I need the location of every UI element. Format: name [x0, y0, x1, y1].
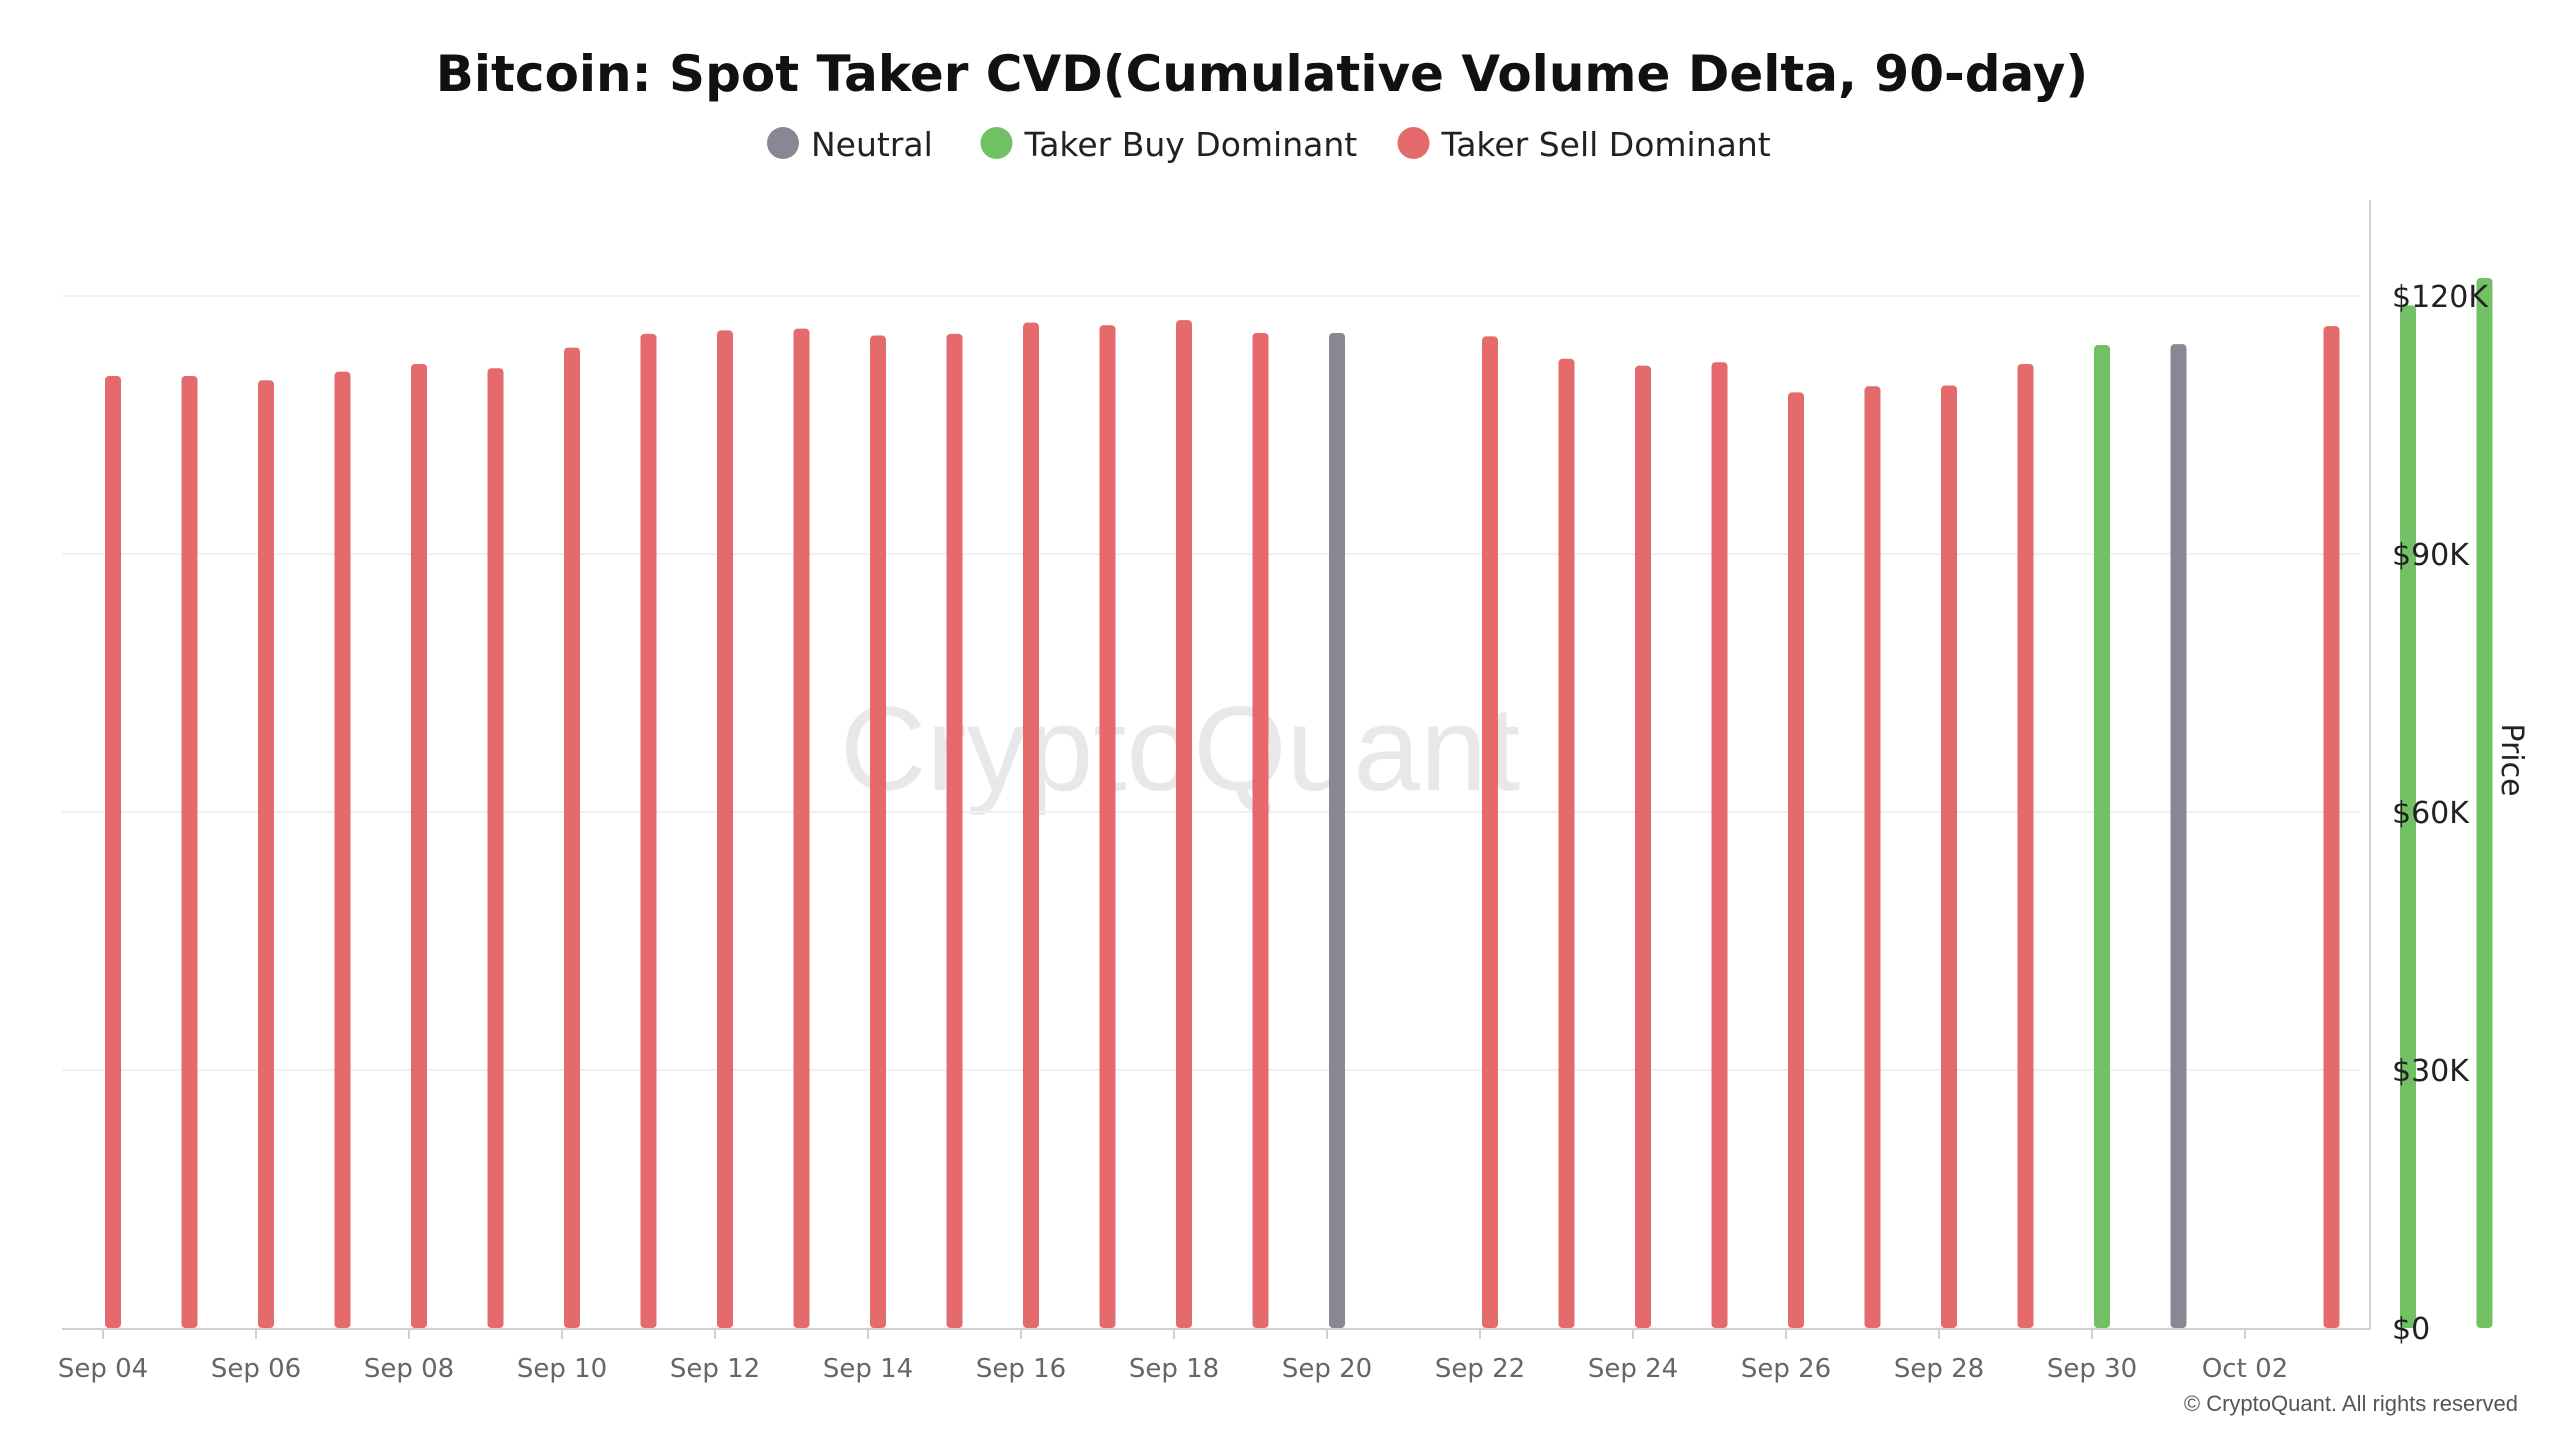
bar-sell[interactable]: Sep 24: 111900 — [1635, 365, 1651, 1328]
bar-sell[interactable]: Sep 25: 112300 — [1711, 362, 1728, 1329]
bar-sell[interactable]: Oct 03: 116500 — [2323, 326, 2340, 1329]
legend: Neutral Taker Buy Dominant Taker Sell Domi… — [767, 125, 1771, 164]
bar-sell[interactable]: Sep 22: 115300 — [1482, 336, 1498, 1328]
bar-sell[interactable]: Sep 12: 116000 — [717, 330, 733, 1328]
y-tick-label: $90K — [2392, 538, 2470, 573]
bar-sell[interactable]: Sep 19: 115700 — [1252, 332, 1269, 1329]
x-tick-label: Sep 20 — [1282, 1354, 1372, 1384]
bar-sell[interactable]: Sep 15: 115600 — [946, 333, 963, 1329]
gridlines — [62, 295, 2360, 1071]
x-tick-label: Oct 02 — [2202, 1354, 2288, 1384]
x-tick-label: Sep 18 — [1129, 1354, 1219, 1384]
x-tick-label: Sep 16 — [976, 1354, 1066, 1384]
y-tick-label: $0 — [2392, 1312, 2430, 1347]
bar-sell[interactable]: Sep 11: 115600 — [640, 333, 657, 1329]
x-tick-label: Sep 22 — [1435, 1354, 1525, 1384]
legend-item-sell[interactable]: Taker Sell Dominant — [1397, 125, 1771, 164]
bar-sell[interactable]: Sep 26: 108800 — [1788, 392, 1804, 1328]
y-tick-label: $60K — [2392, 796, 2470, 831]
bar-sell[interactable]: Sep 04: 110700 — [105, 375, 121, 1329]
bar-sell[interactable]: Sep 29: 112100 — [2017, 363, 2034, 1328]
legend-dot-buy — [980, 127, 1013, 159]
bar-sell[interactable]: Sep 17: 116600 — [1099, 325, 1116, 1328]
bar-sell[interactable]: Sep 10: 114000 — [564, 347, 580, 1329]
legend-label: Taker Sell Dominant — [1441, 125, 1771, 164]
x-tick-label: Sep 10 — [517, 1354, 607, 1384]
bar-sell[interactable]: Sep 09: 111600 — [487, 368, 504, 1328]
copyright-credit: © CryptoQuant. All rights reserved — [2184, 1391, 2518, 1416]
legend-dot-neutral — [767, 127, 799, 159]
x-tick-label: Sep 04 — [58, 1354, 148, 1384]
x-tick-label: Sep 30 — [2047, 1354, 2137, 1384]
bar-sell[interactable]: Sep 07: 111200 — [334, 371, 351, 1328]
y-tick-label: $30K — [2392, 1054, 2470, 1089]
x-tick-label: Sep 06 — [211, 1354, 301, 1384]
bar-sell[interactable]: Sep 14: 115400 — [870, 335, 886, 1328]
y-axis-title: Price — [2494, 723, 2529, 796]
x-tick-label: Sep 26 — [1741, 1354, 1831, 1384]
bar-buy[interactable]: Oct 04: 118900 — [2400, 305, 2416, 1329]
bar-sell[interactable]: Sep 16: 116900 — [1023, 322, 1039, 1328]
chart-title: Bitcoin: Spot Taker CVD(Cumulative Volum… — [436, 45, 2088, 103]
legend-label: Neutral — [811, 125, 933, 164]
bar-neutral[interactable]: Oct 01: 114400 — [2170, 344, 2187, 1328]
axes: $0 $30K $60K $90K $120K Sep 04 Sep 06 Sep 08 Sep… — [58, 200, 2489, 1384]
y-tick-label: $120K — [2392, 280, 2489, 315]
x-tick-label: Sep 28 — [1894, 1354, 1984, 1384]
bar-sell[interactable]: Sep 28: 109600 — [1941, 385, 1957, 1328]
legend-label: Taker Buy Dominant — [1024, 125, 1358, 164]
bar-sell[interactable]: Sep 13: 116200 — [793, 328, 810, 1328]
bar-sell[interactable]: Sep 27: 109500 — [1864, 386, 1881, 1328]
bar-sell[interactable]: Sep 18: 117200 — [1176, 320, 1192, 1329]
bar-buy[interactable]: Oct 05: 122100 — [2476, 277, 2493, 1329]
x-tick-label: Sep 14 — [823, 1354, 913, 1384]
x-tick-label: Sep 12 — [670, 1354, 760, 1384]
bar-sell[interactable]: Sep 08: 112100 — [411, 363, 427, 1328]
x-tick-label: Sep 24 — [1588, 1354, 1678, 1384]
x-tick-label: Sep 08 — [364, 1354, 454, 1384]
bar-buy[interactable]: Sep 30: 114300 — [2094, 345, 2110, 1328]
legend-item-buy[interactable]: Taker Buy Dominant — [980, 125, 1358, 164]
legend-dot-sell — [1397, 127, 1430, 159]
legend-item-neutral[interactable]: Neutral — [767, 125, 933, 164]
bar-sell[interactable]: Sep 06: 110200 — [258, 380, 274, 1328]
bar-neutral[interactable]: Sep 20: 115700 — [1329, 332, 1345, 1329]
bar-sell[interactable]: Sep 05: 110700 — [181, 375, 198, 1329]
bar-sell[interactable]: Sep 23: 112700 — [1558, 358, 1575, 1328]
bar-series: Sep 04: 110700 Sep 05: 110700 Sep 06: 1102… — [105, 277, 2493, 1329]
